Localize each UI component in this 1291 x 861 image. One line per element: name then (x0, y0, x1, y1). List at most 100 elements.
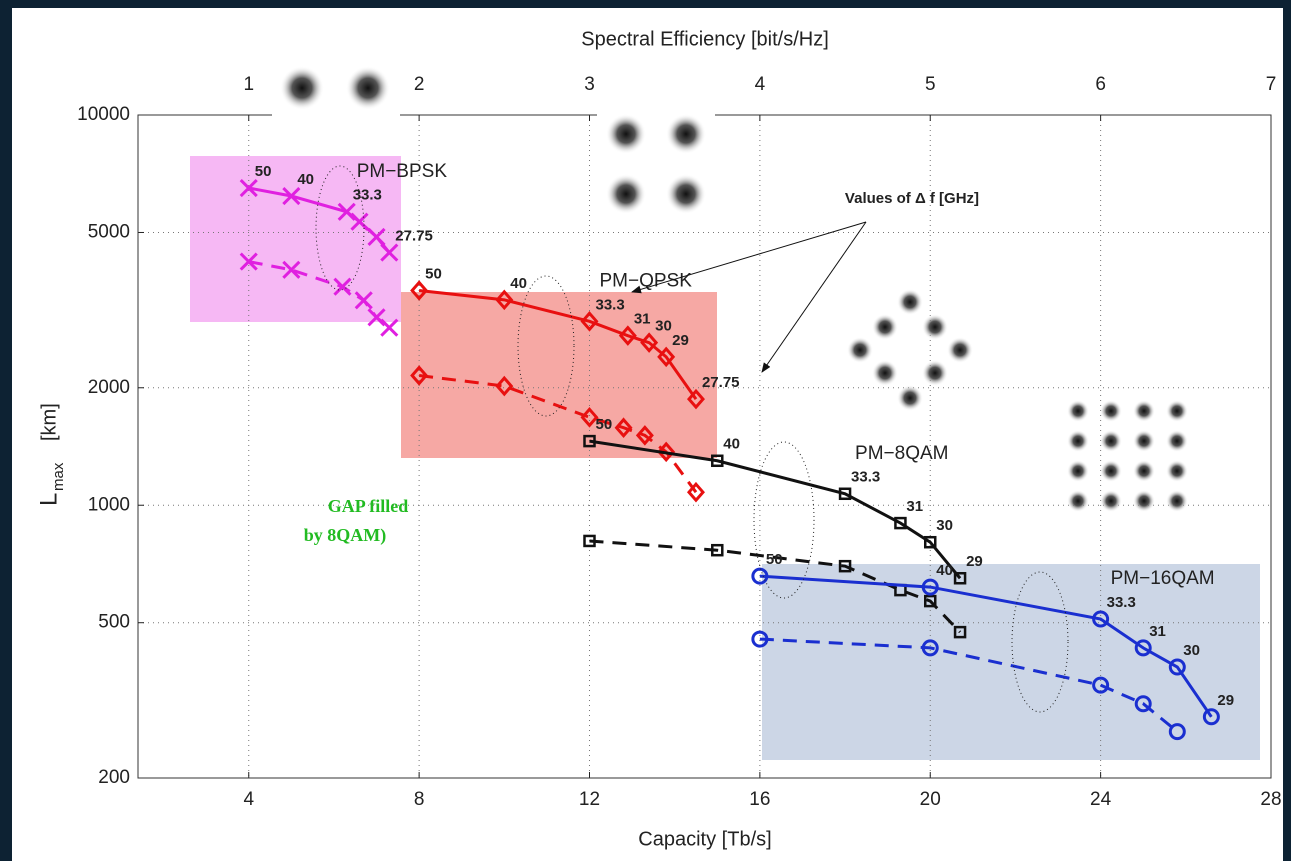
const-dot (606, 114, 646, 154)
marker (711, 543, 724, 557)
const-dot (1067, 400, 1089, 422)
marker (711, 454, 724, 468)
ellipses (315, 165, 1069, 713)
arrow (761, 221, 867, 373)
x2-axis-title: Spectral Efficiency [bit/s/Hz] (581, 28, 829, 50)
const-dot (1100, 400, 1122, 422)
marker (583, 434, 596, 448)
annotation: GAP filled (328, 496, 409, 516)
marker (953, 571, 967, 585)
const-dot (897, 289, 923, 315)
point-label: 31 (906, 498, 923, 515)
qpsk-region (401, 292, 717, 458)
marker (1092, 610, 1110, 628)
bpsk-region (190, 156, 401, 322)
y-tick-label: 200 (98, 767, 130, 788)
marker (495, 375, 514, 397)
regions (190, 156, 1260, 760)
point-label: 29 (966, 553, 983, 570)
marker (380, 243, 399, 262)
marker (1168, 658, 1186, 676)
marker (923, 594, 937, 608)
x-tick-label: 24 (1090, 789, 1112, 810)
const-dot (1100, 490, 1122, 512)
annotation: Values of Δ f [GHz] (845, 190, 979, 207)
marker (751, 567, 769, 585)
x2-tick-label: 1 (243, 74, 254, 95)
point-label: 40 (936, 562, 953, 579)
marker (495, 289, 514, 311)
y-tick-label: 10000 (77, 104, 130, 125)
point-label: 40 (723, 436, 740, 453)
series-name: PM−8QAM (855, 443, 948, 464)
x-tick-label: 8 (414, 789, 425, 810)
point-label: 40 (297, 171, 314, 188)
point-label: 30 (936, 517, 953, 534)
const-dot (872, 314, 898, 340)
point-label: 30 (655, 318, 672, 335)
point-label: 27.75 (395, 228, 433, 245)
y-tick-label: 2000 (88, 377, 130, 398)
marker (367, 227, 386, 246)
series-line (759, 574, 1213, 718)
marker (838, 559, 852, 573)
const-dot (897, 385, 923, 411)
point-label: 33.3 (595, 296, 624, 313)
marker (1134, 639, 1152, 657)
ellipse (517, 275, 575, 417)
const-dot (1133, 490, 1155, 512)
marker (1092, 676, 1110, 694)
x-tick-label: 20 (920, 789, 941, 810)
marker (282, 260, 301, 279)
y-title-main: L (35, 493, 62, 506)
const-dot (1133, 400, 1155, 422)
marker (580, 311, 599, 332)
point-label: 40 (510, 275, 527, 292)
marker (337, 202, 356, 221)
marker (838, 487, 852, 501)
const-dot (1166, 490, 1188, 512)
marker (686, 481, 705, 503)
y-title-unit: [km] (38, 403, 60, 441)
marker (921, 578, 939, 596)
x-tick-label: 4 (243, 789, 254, 810)
16qam-region (762, 564, 1260, 760)
series-name: PM−16QAM (1111, 568, 1215, 589)
x2-tick-label: 6 (1095, 74, 1106, 95)
marker (923, 535, 937, 549)
marker (282, 186, 301, 206)
const-dot (280, 66, 324, 110)
const-dot (1067, 490, 1089, 512)
const-dot (1166, 400, 1188, 422)
marker (657, 441, 676, 463)
point-label: 33.3 (851, 469, 880, 486)
marker (1168, 723, 1186, 741)
marker (751, 630, 769, 648)
const-dot (1067, 460, 1089, 482)
8qam-const (847, 289, 973, 411)
marker (239, 178, 258, 198)
const-dot (922, 314, 948, 340)
arrow (631, 221, 867, 294)
series-name: PM−BPSK (357, 161, 448, 182)
x-axis-title: Capacity [Tb/s] (638, 828, 771, 850)
point-label: 31 (634, 311, 651, 328)
const-dot (872, 360, 898, 386)
marker (686, 388, 705, 410)
const-dot (666, 114, 706, 154)
marker (640, 332, 659, 353)
y-tick-label: 1000 (88, 494, 130, 515)
const-dot (606, 174, 646, 214)
16qam-const (1067, 400, 1188, 512)
point-label: 27.75 (702, 374, 740, 391)
marker (350, 212, 369, 231)
marker (367, 308, 386, 327)
x2-tick-label: 5 (925, 74, 936, 95)
const-dot (1100, 430, 1122, 452)
const-dot (1100, 460, 1122, 482)
series-name: PM−QPSK (599, 270, 692, 291)
marker (618, 325, 637, 346)
point-label: 33.3 (353, 187, 382, 204)
const-dot (1166, 430, 1188, 452)
y-tick-label: 5000 (88, 221, 130, 242)
